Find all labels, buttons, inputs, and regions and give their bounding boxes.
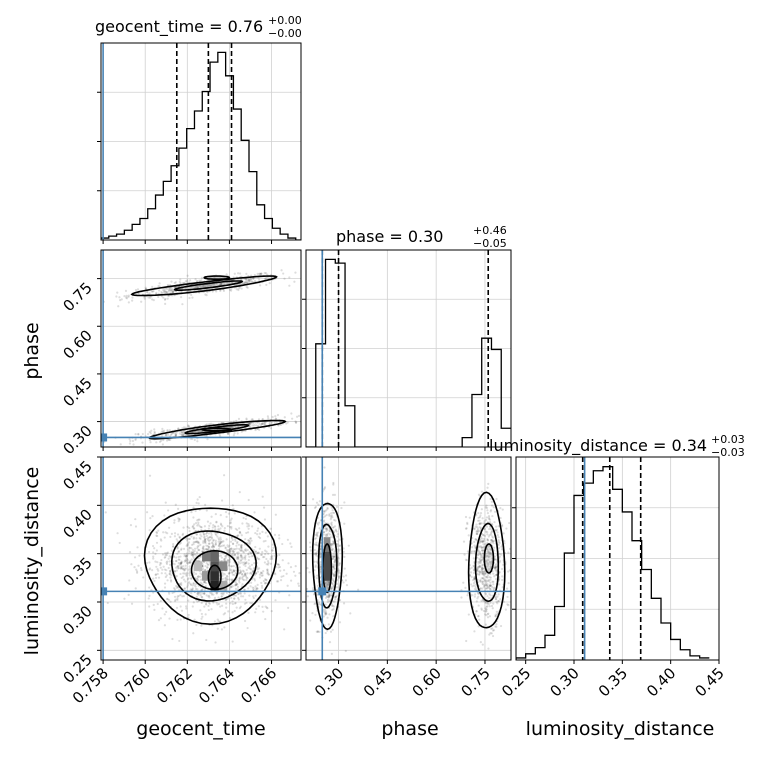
contour-5 bbox=[201, 427, 233, 432]
xaxis-hist-luminosity_distance-tick-label: 0.30 bbox=[546, 664, 582, 700]
histogram-step-geocent_time bbox=[101, 51, 301, 240]
truth-marker bbox=[101, 433, 108, 442]
title-phase: phase = 0.30 bbox=[336, 227, 443, 246]
yaxis-phase-tick-label: 0.75 bbox=[59, 279, 95, 315]
histogram-phase bbox=[306, 250, 511, 447]
histogram-step-phase bbox=[306, 258, 511, 447]
title-luminosity-distance-err-minus: −0.03 bbox=[711, 446, 745, 459]
contour-0 bbox=[130, 275, 278, 297]
xaxis-phase-tick-label: 0.30 bbox=[311, 664, 347, 700]
contour-0 bbox=[143, 507, 278, 626]
yaxis-luminosity_distance-tick-label: 0.35 bbox=[59, 554, 95, 590]
contour-3 bbox=[207, 564, 222, 590]
ylabel-phase: phase bbox=[21, 322, 43, 379]
xaxis-phase-tick-label: 0.60 bbox=[409, 664, 445, 700]
title-luminosity-distance: luminosity_distance = 0.34 bbox=[489, 436, 707, 456]
xaxis-geocent_time-tick-label: 0.766 bbox=[237, 664, 280, 707]
xlabel-phase: phase bbox=[381, 718, 438, 740]
contour-2 bbox=[190, 549, 239, 591]
truth-marker bbox=[101, 587, 108, 596]
contour-1 bbox=[173, 280, 244, 292]
histogram-geocent_time bbox=[101, 43, 301, 240]
xaxis-geocent_time-tick-label: 0.762 bbox=[153, 664, 196, 707]
frame-2d-phase-luminosity_distance bbox=[305, 456, 512, 661]
xaxis-hist-luminosity_distance-tick-label: 0.45 bbox=[691, 664, 727, 700]
contour-2 bbox=[322, 543, 333, 594]
xaxis-hist-luminosity_distance-tick-label: 0.40 bbox=[643, 664, 679, 700]
xaxis-hist-luminosity_distance-tick-label: 0.35 bbox=[595, 664, 631, 700]
contour-4 bbox=[474, 522, 500, 603]
contour-1 bbox=[170, 530, 257, 602]
frame-2d-geocent_time-phase bbox=[100, 249, 302, 448]
title-luminosity-distance-err-plus: +0.03 bbox=[711, 433, 745, 446]
density-phase-luminosity_distance bbox=[306, 457, 511, 660]
contour-3 bbox=[467, 491, 506, 629]
yaxis-phase-tick-label: 0.60 bbox=[59, 326, 95, 362]
truth-marker bbox=[318, 587, 327, 596]
contour-4 bbox=[184, 423, 250, 435]
yaxis-phase-tick-label: 0.30 bbox=[59, 422, 95, 458]
grid-hist-phase bbox=[306, 250, 511, 447]
xaxis-phase-tick-label: 0.45 bbox=[360, 664, 396, 700]
yaxis-luminosity_distance-tick-label: 0.30 bbox=[59, 602, 95, 638]
histogram-step-luminosity_distance bbox=[516, 466, 710, 660]
density-geocent_time-luminosity_distance bbox=[101, 457, 301, 660]
ylabel-luminosity-distance: luminosity_distance bbox=[21, 467, 43, 656]
xaxis-phase-tick-label: 0.75 bbox=[457, 664, 493, 700]
xlabel-geocent-time: geocent_time bbox=[136, 718, 265, 740]
title-phase-err-plus: +0.46 bbox=[473, 224, 507, 237]
title-phase-err-minus: −0.05 bbox=[473, 237, 507, 250]
contour-5 bbox=[483, 543, 495, 574]
density-geocent_time-phase bbox=[101, 250, 301, 447]
frame-2d-geocent_time-luminosity_distance bbox=[100, 456, 302, 661]
contour-1 bbox=[317, 523, 338, 609]
title-geocent-time-err-plus: +0.00 bbox=[268, 14, 302, 27]
grid-hist-luminosity_distance bbox=[516, 457, 720, 660]
plot-layer: 0.300.450.600.750.758 0.760 0.762 0.764 0.76… bbox=[59, 42, 728, 707]
xaxis-geocent_time-tick-label: 0.764 bbox=[195, 664, 238, 707]
xaxis-hist-luminosity_distance-tick-label: 0.25 bbox=[498, 664, 534, 700]
yaxis-luminosity_distance-tick-label: 0.45 bbox=[59, 457, 95, 493]
title-geocent-time: geocent_time = 0.76 bbox=[95, 17, 263, 37]
grid-hist-geocent_time bbox=[101, 43, 301, 240]
xaxis-geocent_time-tick-label: 0.760 bbox=[111, 664, 154, 707]
yaxis-luminosity_distance-tick-label: 0.40 bbox=[59, 505, 95, 541]
contour-2 bbox=[203, 275, 231, 281]
yaxis-phase-tick-label: 0.45 bbox=[59, 374, 95, 410]
contour-0 bbox=[311, 502, 344, 631]
xlabel-luminosity-distance: luminosity_distance bbox=[526, 718, 715, 740]
density-cells bbox=[193, 551, 228, 591]
histogram-luminosity_distance bbox=[516, 457, 710, 660]
title-geocent-time-err-minus: −0.00 bbox=[268, 27, 302, 40]
